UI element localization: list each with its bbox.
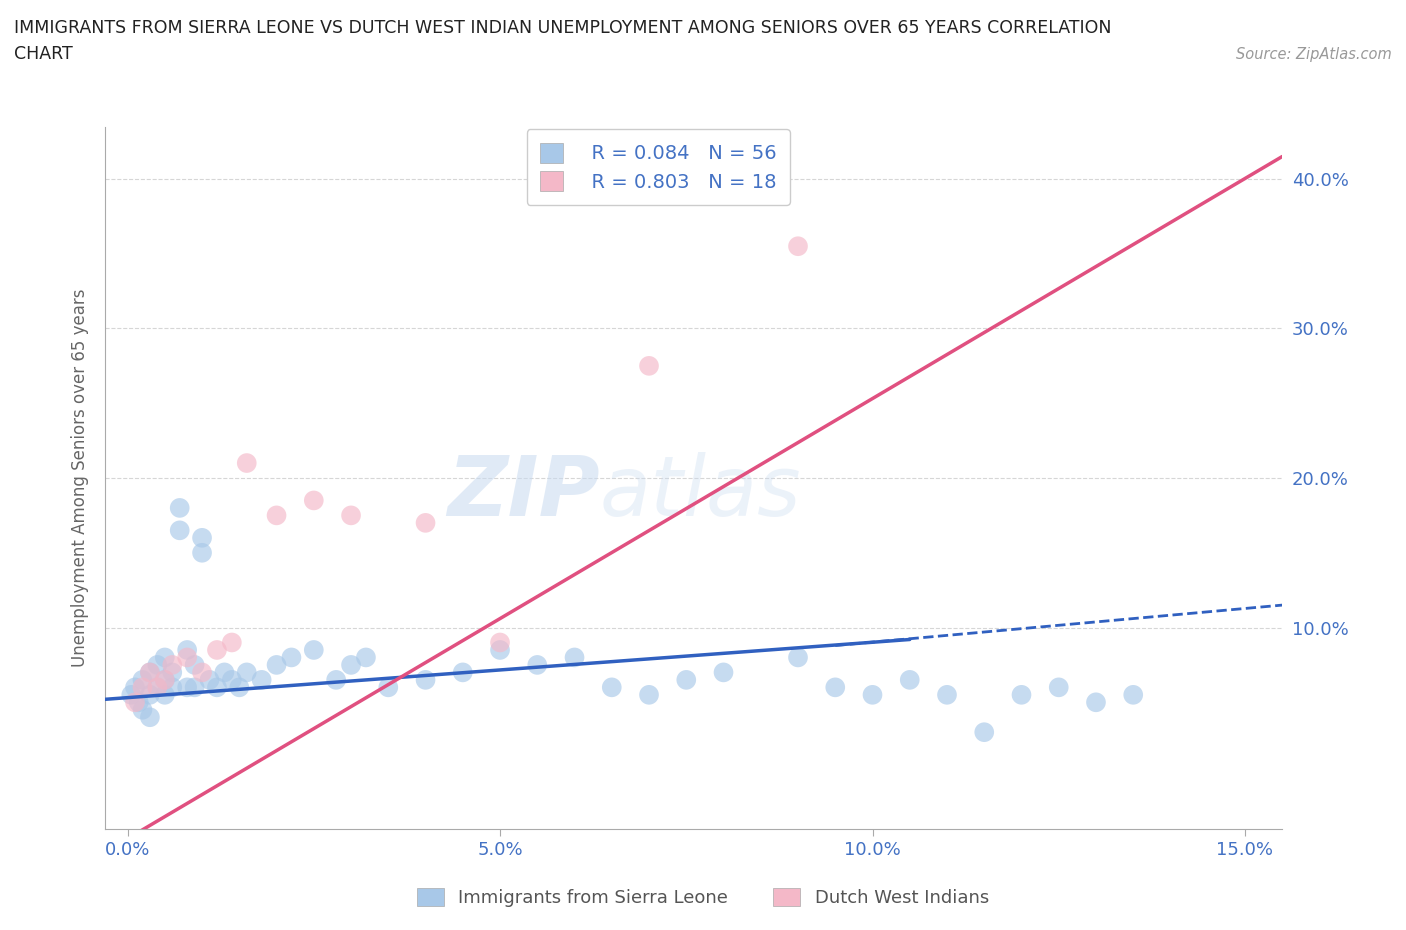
- Point: [131, 672, 153, 687]
- Point: [235, 665, 257, 680]
- Point: [1085, 695, 1108, 710]
- Point: [898, 672, 921, 687]
- Point: [787, 239, 810, 254]
- Point: [191, 665, 214, 680]
- Text: Source: ZipAtlas.com: Source: ZipAtlas.com: [1236, 46, 1392, 61]
- Point: [415, 672, 437, 687]
- Point: [325, 672, 347, 687]
- Text: atlas: atlas: [599, 452, 801, 533]
- Y-axis label: Unemployment Among Seniors over 65 years: Unemployment Among Seniors over 65 years: [72, 288, 89, 667]
- Legend: Immigrants from Sierra Leone, Dutch West Indians: Immigrants from Sierra Leone, Dutch West…: [408, 879, 998, 916]
- Point: [146, 680, 169, 695]
- Point: [205, 643, 228, 658]
- Point: [153, 687, 176, 702]
- Point: [415, 515, 437, 530]
- Point: [169, 523, 191, 538]
- Point: [675, 672, 697, 687]
- Point: [489, 635, 512, 650]
- Point: [600, 680, 623, 695]
- Point: [198, 672, 221, 687]
- Point: [128, 695, 150, 710]
- Point: [183, 658, 205, 672]
- Point: [153, 672, 176, 687]
- Point: [183, 680, 205, 695]
- Text: ZIP: ZIP: [447, 452, 599, 533]
- Point: [451, 665, 474, 680]
- Point: [139, 710, 162, 724]
- Point: [302, 493, 325, 508]
- Text: IMMIGRANTS FROM SIERRA LEONE VS DUTCH WEST INDIAN UNEMPLOYMENT AMONG SENIORS OVE: IMMIGRANTS FROM SIERRA LEONE VS DUTCH WE…: [14, 19, 1112, 63]
- Point: [638, 358, 661, 373]
- Point: [250, 672, 273, 687]
- Point: [1047, 680, 1070, 695]
- Point: [1011, 687, 1033, 702]
- Point: [787, 650, 810, 665]
- Point: [176, 680, 198, 695]
- Point: [124, 680, 146, 695]
- Point: [340, 508, 363, 523]
- Point: [340, 658, 363, 672]
- Point: [153, 650, 176, 665]
- Point: [191, 545, 214, 560]
- Point: [176, 650, 198, 665]
- Point: [354, 650, 377, 665]
- Point: [139, 665, 162, 680]
- Point: [713, 665, 735, 680]
- Point: [120, 687, 142, 702]
- Point: [146, 658, 169, 672]
- Point: [235, 456, 257, 471]
- Point: [266, 508, 288, 523]
- Point: [124, 695, 146, 710]
- Point: [302, 643, 325, 658]
- Point: [169, 500, 191, 515]
- Point: [162, 658, 184, 672]
- Point: [139, 687, 162, 702]
- Point: [162, 680, 184, 695]
- Point: [162, 665, 184, 680]
- Point: [205, 680, 228, 695]
- Point: [131, 702, 153, 717]
- Point: [936, 687, 959, 702]
- Point: [176, 643, 198, 658]
- Point: [131, 680, 153, 695]
- Point: [214, 665, 236, 680]
- Point: [139, 665, 162, 680]
- Point: [862, 687, 884, 702]
- Point: [146, 680, 169, 695]
- Point: [824, 680, 846, 695]
- Point: [638, 687, 661, 702]
- Point: [280, 650, 302, 665]
- Point: [221, 635, 243, 650]
- Legend:   R = 0.084   N = 56,   R = 0.803   N = 18: R = 0.084 N = 56, R = 0.803 N = 18: [526, 129, 790, 206]
- Point: [564, 650, 586, 665]
- Point: [377, 680, 399, 695]
- Point: [489, 643, 512, 658]
- Point: [266, 658, 288, 672]
- Point: [228, 680, 250, 695]
- Point: [221, 672, 243, 687]
- Point: [1122, 687, 1144, 702]
- Point: [191, 530, 214, 545]
- Point: [973, 724, 995, 739]
- Point: [526, 658, 548, 672]
- Point: [153, 672, 176, 687]
